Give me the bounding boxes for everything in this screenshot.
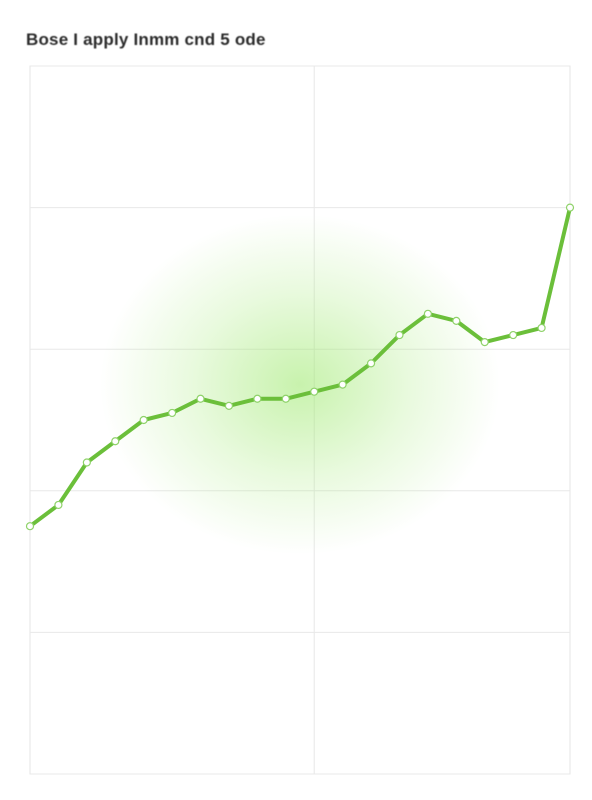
chart-marker [510, 332, 517, 339]
chart-marker [55, 501, 62, 508]
chart-glow [100, 215, 500, 555]
chart-marker [368, 360, 375, 367]
chart-marker [140, 417, 147, 424]
chart-marker [339, 381, 346, 388]
chart-svg [22, 60, 578, 780]
chart-marker [27, 523, 34, 530]
chart-marker [396, 332, 403, 339]
chart-marker [311, 388, 318, 395]
chart-marker [282, 395, 289, 402]
chart-marker [567, 204, 574, 211]
chart-marker [481, 339, 488, 346]
chart-marker [254, 395, 261, 402]
chart-marker [83, 459, 90, 466]
chart-marker [225, 402, 232, 409]
chart-marker [169, 409, 176, 416]
chart-marker [112, 438, 119, 445]
chart-marker [453, 317, 460, 324]
chart-title: Bose I apply Inmm cnd 5 ode [26, 30, 266, 50]
chart-marker [538, 324, 545, 331]
chart-marker [197, 395, 204, 402]
chart-marker [424, 310, 431, 317]
line-chart [22, 60, 578, 780]
